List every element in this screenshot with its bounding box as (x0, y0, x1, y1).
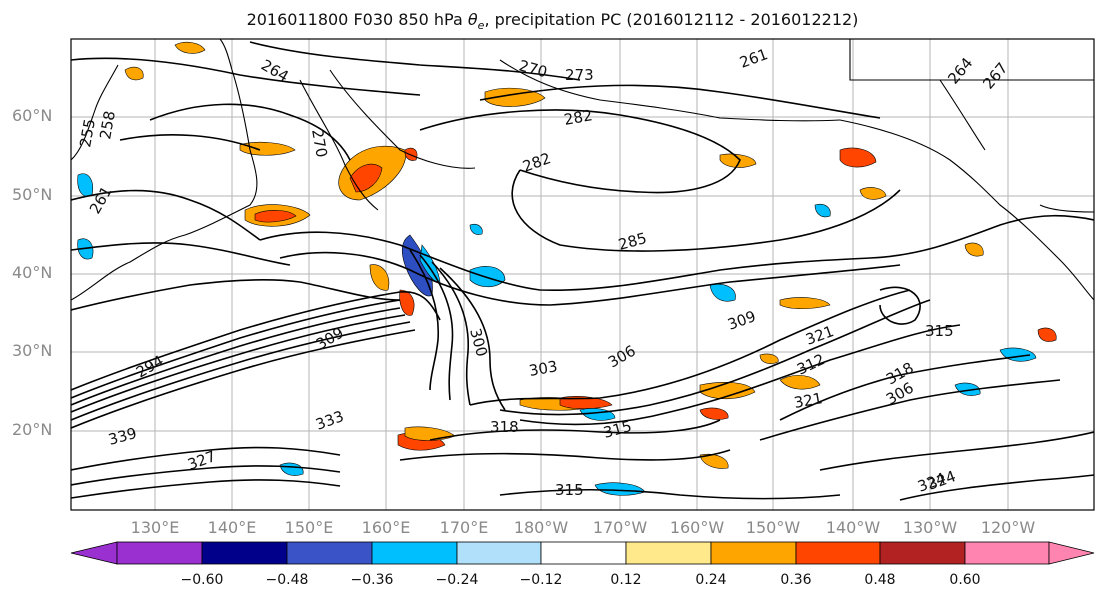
contour-label: 285 (616, 229, 648, 254)
lat-label-40n: 40°N (12, 263, 53, 282)
lon-label: 160°W (669, 518, 725, 537)
contour-label: 303 (528, 357, 559, 380)
colorbar-tick: 0.12 (610, 572, 642, 588)
lon-label: 160°E (361, 518, 411, 537)
contour-label: 267 (979, 59, 1011, 93)
colorbar-segment (371, 541, 458, 565)
colorbar-segment (625, 541, 712, 565)
colorbar-segment (116, 541, 203, 565)
lon-label: 180°W (513, 518, 569, 537)
colorbar-tick: −0.48 (265, 572, 309, 588)
contour-label: 261 (737, 45, 770, 72)
contour-label: 315 (925, 322, 954, 340)
contour-labels: 264 270 273 282 261 264 267 255 258 261 … (76, 45, 1011, 499)
contour-label: 273 (565, 66, 594, 84)
lat-label-50n: 50°N (12, 185, 53, 204)
colorbar-extend-low (70, 541, 118, 565)
contour-label: 264 (944, 54, 976, 88)
colorbar-tick: 0.24 (695, 572, 727, 588)
lon-label: 140°W (825, 518, 881, 537)
contour-label: 255 (76, 117, 99, 148)
lat-label-60n: 60°N (12, 106, 53, 125)
contour-label: 282 (563, 106, 594, 129)
colorbar-segment (795, 541, 881, 565)
colorbar-tick: −0.36 (350, 572, 394, 588)
lat-label-30n: 30°N (12, 341, 53, 360)
colorbar-extend-high (1048, 541, 1095, 565)
colorbar-segment (286, 541, 373, 565)
coastlines (71, 39, 1094, 301)
colorbar-segment (540, 541, 627, 565)
colorbar-tick: 0.48 (864, 572, 896, 588)
lon-label: 140°E (207, 518, 257, 537)
lat-label-20n: 20°N (12, 420, 53, 439)
contour-label: 306 (605, 342, 639, 372)
contour-label: 309 (725, 307, 758, 334)
contour-label: 318 (490, 418, 519, 436)
lon-label: 150°E (284, 518, 334, 537)
colorbar-segment (201, 541, 288, 565)
lon-label: 170°W (592, 518, 648, 537)
lon-label: 150°W (745, 518, 801, 537)
colorbar-tick: −0.24 (435, 572, 479, 588)
contour-label: 315 (601, 417, 633, 442)
contour-label: 282 (520, 149, 553, 176)
contour-label: 333 (313, 407, 346, 434)
colorbar-segment (964, 541, 1050, 565)
contour-label: 339 (106, 424, 138, 449)
colorbar-tick: −0.12 (519, 572, 563, 588)
colorbar-segment (456, 541, 542, 565)
lon-label: 130°E (130, 518, 180, 537)
contour-label: 321 (793, 389, 824, 412)
contour-label: 315 (555, 481, 584, 499)
contour-label: 270 (308, 128, 331, 159)
plot-frame (70, 38, 1095, 511)
colorbar-tick: 0.36 (780, 572, 812, 588)
lon-label: 170°E (439, 518, 489, 537)
contour-label: 270 (517, 56, 549, 81)
theta-e-contours (71, 41, 1094, 501)
colorbar-tick: 0.60 (949, 572, 981, 588)
colorbar (70, 541, 1095, 565)
colorbar-segment (879, 541, 966, 565)
colorbar-segment (710, 541, 797, 565)
lon-label: 120°W (980, 518, 1036, 537)
colorbar-tick: −0.60 (180, 572, 224, 588)
contour-label: 321 (803, 322, 836, 349)
contour-label: 327 (185, 447, 218, 474)
contour-label: 300 (466, 326, 491, 358)
map-title: 2016011800 F030 850 hPa θe, precipitatio… (246, 10, 859, 33)
lon-label: 130°W (902, 518, 958, 537)
contour-label: 258 (96, 109, 119, 140)
